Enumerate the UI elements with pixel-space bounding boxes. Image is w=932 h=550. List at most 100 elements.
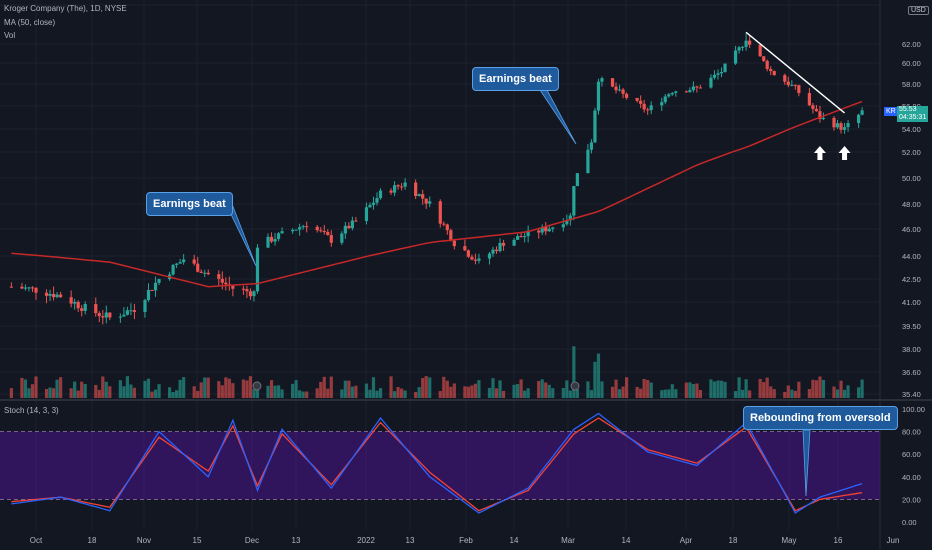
candle-body xyxy=(839,123,843,130)
volume-bar xyxy=(97,389,101,398)
volume-bar xyxy=(224,377,228,398)
price-tick-label: 44.00 xyxy=(902,252,921,261)
volume-bar xyxy=(758,378,762,398)
time-tick-label: 18 xyxy=(729,536,738,545)
volume-bar xyxy=(473,383,478,398)
volume-bar xyxy=(452,383,456,398)
volume-bar xyxy=(684,382,688,398)
volume-bar xyxy=(143,380,147,398)
volume-bar xyxy=(494,388,499,398)
ticker-badge: KR xyxy=(884,107,898,116)
volume-bar xyxy=(624,377,629,398)
candle-body xyxy=(547,228,551,232)
volume-bar xyxy=(540,379,544,398)
candle-body xyxy=(294,229,298,231)
volume-bar xyxy=(737,377,741,398)
volume-bar xyxy=(252,389,256,398)
candle-body xyxy=(97,313,101,317)
time-tick-label: 14 xyxy=(622,536,631,545)
volume-bar xyxy=(445,380,449,398)
candle-body xyxy=(231,285,235,289)
candle-body xyxy=(526,230,530,237)
volume-bar xyxy=(526,388,530,398)
volume-bar xyxy=(378,388,383,398)
volume-bar xyxy=(150,391,154,398)
volume-bar xyxy=(132,387,137,398)
time-tick-label: 15 xyxy=(193,536,202,545)
candle-body xyxy=(241,288,246,290)
volume-bar xyxy=(403,390,407,398)
volume-bar xyxy=(178,379,182,398)
volume-bar xyxy=(343,380,347,398)
callout-pointer xyxy=(539,89,577,145)
candle-body xyxy=(477,258,481,261)
candle-body xyxy=(617,89,622,91)
price-tick-label: 39.50 xyxy=(902,322,921,331)
candle-body xyxy=(80,308,84,311)
volume-bar xyxy=(83,384,87,398)
candle-body xyxy=(695,86,699,88)
volume-bar xyxy=(389,376,393,398)
up-arrow-icon xyxy=(838,146,851,160)
volume-bar xyxy=(375,390,379,398)
candle-body xyxy=(635,97,639,101)
candle-body xyxy=(224,282,228,285)
candle-body xyxy=(153,282,158,291)
price-tick-label: 60.00 xyxy=(902,59,921,68)
stoch-tick-label: 40.00 xyxy=(902,473,921,482)
time-tick-label: 14 xyxy=(510,536,519,545)
candle-body xyxy=(122,314,126,317)
candles xyxy=(9,32,864,325)
candle-body xyxy=(392,185,397,193)
volume-bar xyxy=(639,388,643,398)
candle-body xyxy=(171,264,175,275)
candle-body xyxy=(561,224,565,228)
candle-body xyxy=(129,310,133,312)
callout-pointer xyxy=(802,429,811,497)
volume-bar xyxy=(125,376,130,398)
candle-body xyxy=(319,230,323,232)
volume-bar xyxy=(698,390,703,398)
candle-body xyxy=(23,287,28,289)
candle-body xyxy=(783,75,787,82)
time-tick-label: Nov xyxy=(137,536,151,545)
volume-bar xyxy=(23,379,28,398)
candle-body xyxy=(206,272,210,275)
candle-body xyxy=(821,117,826,120)
candle-body xyxy=(684,91,688,93)
stoch-d-line xyxy=(11,417,863,512)
volume-bar xyxy=(438,390,442,398)
volume-bar xyxy=(101,376,105,398)
volume-bar xyxy=(596,353,601,398)
price-tick-label: 46.00 xyxy=(902,225,921,234)
volume-bar xyxy=(414,391,418,398)
volume-bar xyxy=(561,388,565,398)
volume-bar xyxy=(501,390,506,398)
candle-body xyxy=(44,292,49,296)
candle-body xyxy=(523,236,527,238)
volume-bar xyxy=(614,379,618,398)
volume-bar xyxy=(428,377,432,398)
candle-body xyxy=(540,226,544,233)
candle-body xyxy=(301,226,305,228)
candle-body xyxy=(519,236,523,238)
time-tick-label: 13 xyxy=(406,536,415,545)
stoch-band-fill xyxy=(0,431,880,500)
candle-body xyxy=(449,230,453,241)
candle-body xyxy=(192,259,196,264)
volume-bar xyxy=(449,386,453,398)
volume-bar xyxy=(266,385,270,398)
volume-bar xyxy=(175,390,179,398)
time-tick-label: 16 xyxy=(834,536,843,545)
candle-body xyxy=(438,201,442,224)
candle-body xyxy=(315,226,319,231)
volume-bar xyxy=(182,377,186,398)
volume-bar xyxy=(814,380,819,398)
candle-body xyxy=(639,100,643,104)
volume-bar xyxy=(231,383,235,398)
candle-body xyxy=(73,301,77,304)
volume-bar xyxy=(442,376,446,398)
candle-body xyxy=(572,186,576,216)
candle-body xyxy=(688,90,692,93)
volume-bar xyxy=(371,377,376,398)
